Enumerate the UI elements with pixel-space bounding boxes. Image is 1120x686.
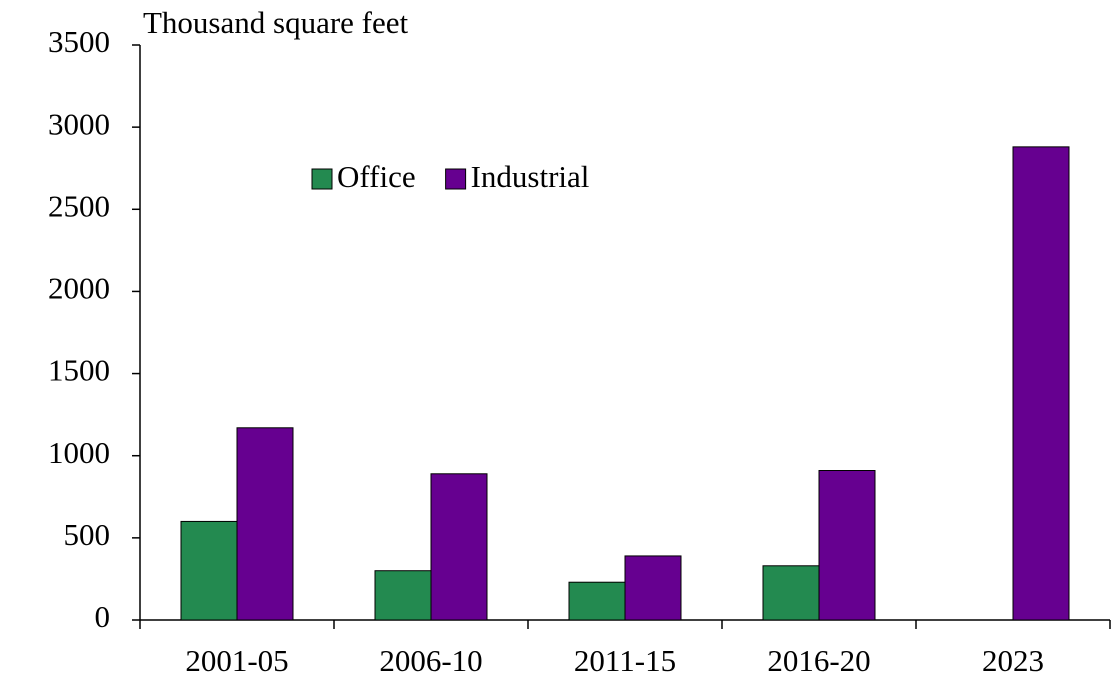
chart-title: Thousand square feet [143,5,409,40]
bar [818,470,876,621]
y-tick-label: 2000 [48,271,110,306]
legend-label: Office [337,159,416,194]
bar [180,520,238,621]
y-tick-label: 1000 [48,435,110,470]
bar [374,570,432,621]
bar [568,581,626,621]
y-tick-label: 2500 [48,188,110,223]
x-tick-label: 2016-20 [767,643,870,678]
legend-swatch [445,168,467,190]
y-tick-label: 3500 [48,24,110,59]
x-tick-label: 2023 [982,643,1044,678]
x-tick-label: 2001-05 [185,643,288,678]
x-tick-label: 2006-10 [379,643,482,678]
legend-label: Industrial [471,159,590,194]
bar [762,565,820,621]
y-tick-label: 0 [95,599,111,634]
y-tick-label: 1500 [48,353,110,388]
x-tick-label: 2011-15 [574,643,676,678]
legend-swatch [311,168,333,190]
y-tick-label: 500 [64,517,111,552]
bar [624,555,682,621]
bar [430,473,488,621]
y-tick-label: 3000 [48,106,110,141]
bar [1012,146,1070,621]
bar [236,427,294,621]
